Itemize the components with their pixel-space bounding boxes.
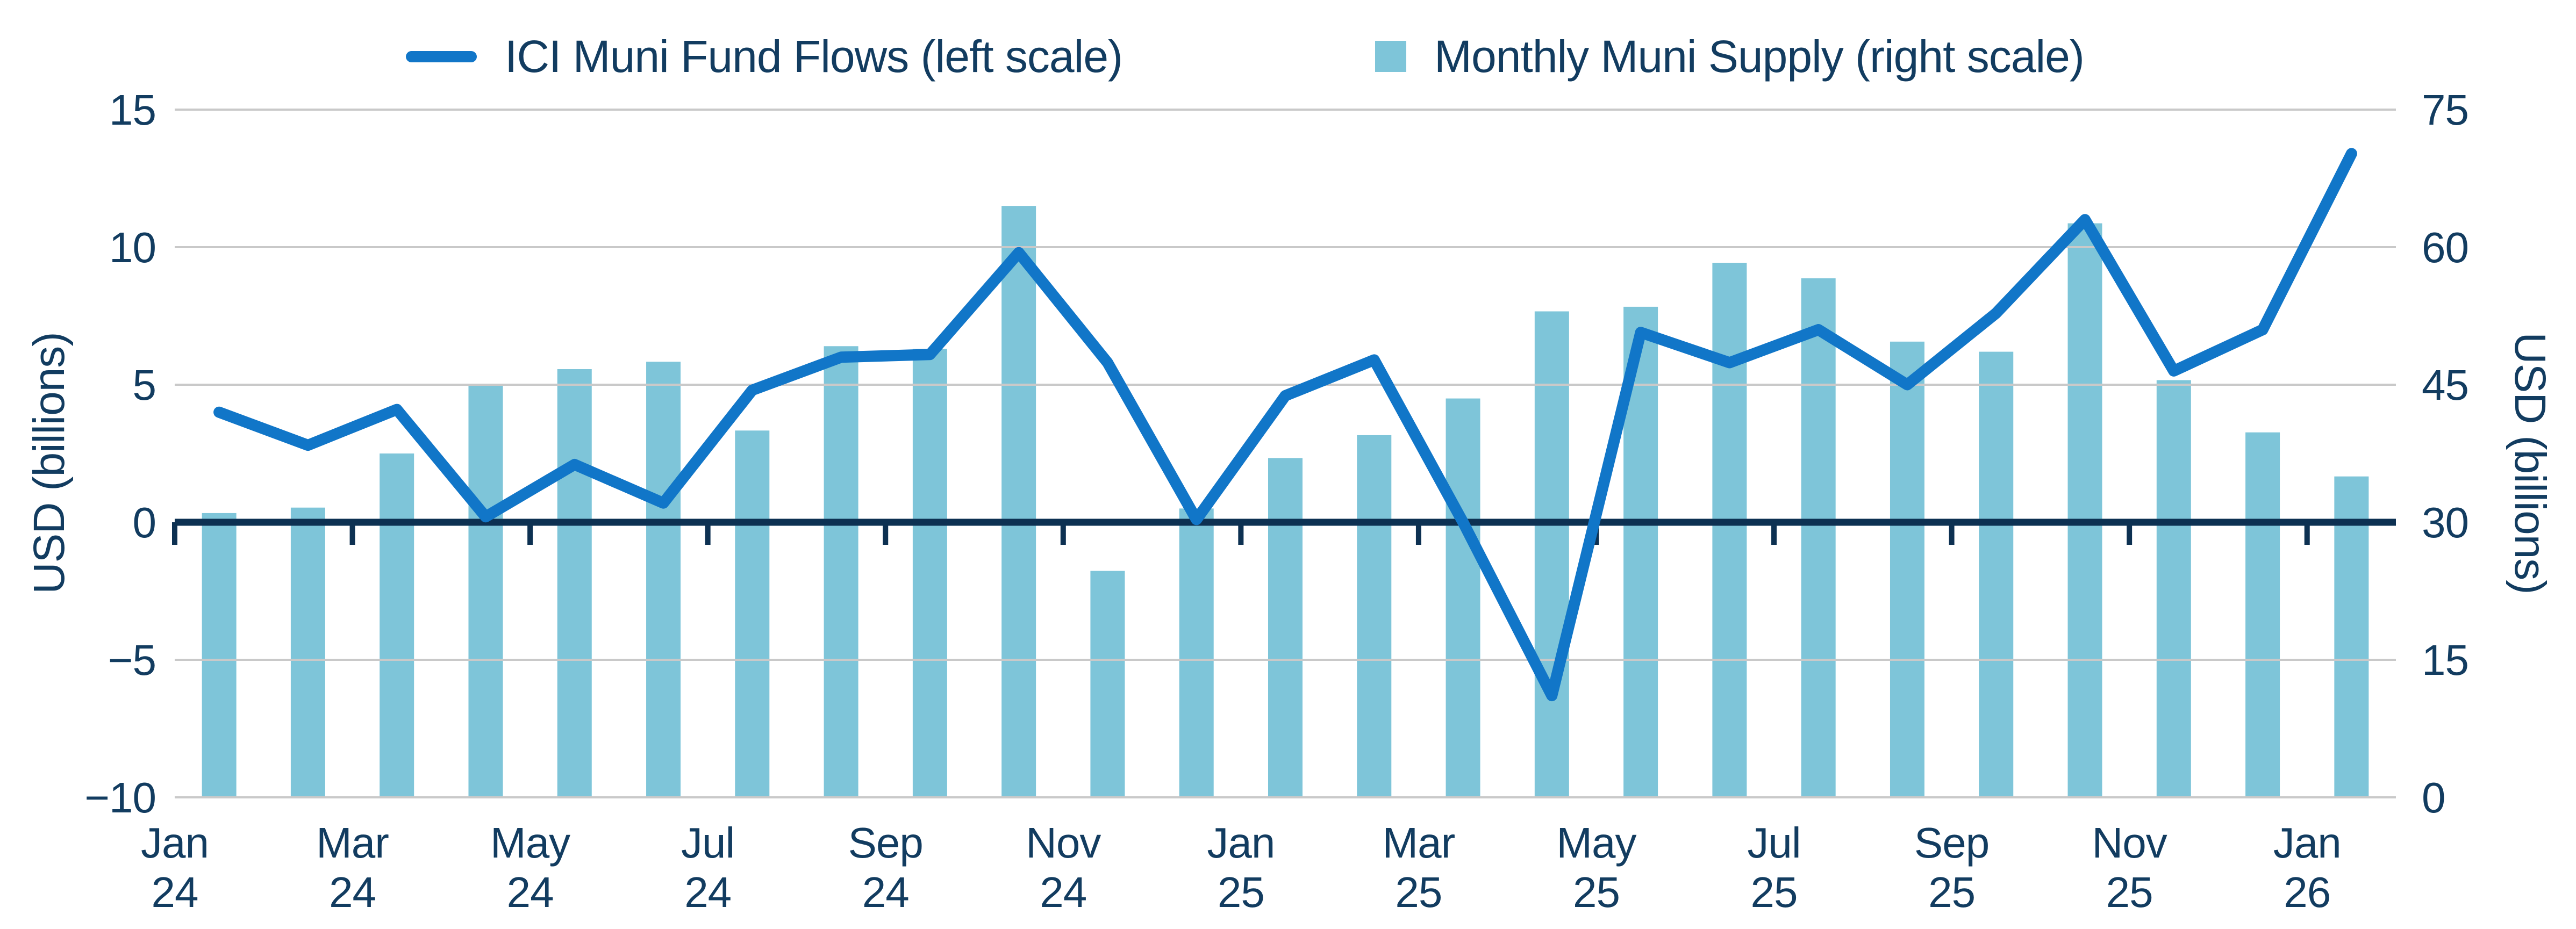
bar-jun-24	[646, 362, 681, 797]
bar-may-24	[557, 369, 592, 797]
bar-feb-25	[1357, 435, 1392, 797]
bar-jul-25	[1801, 278, 1836, 797]
x-tick-label: Jul 24	[681, 819, 734, 916]
y-right-tick-label: 60	[2422, 224, 2468, 271]
bar-apr-24	[468, 385, 503, 797]
line-series-swatch-icon	[406, 51, 477, 62]
x-tick-label: Jan 25	[1207, 819, 1275, 916]
y-left-tick-label: −10	[84, 774, 156, 822]
bar-oct-24	[1001, 206, 1036, 798]
bar-nov-24	[1090, 571, 1125, 797]
legend-item-fund-flows: ICI Muni Fund Flows (left scale)	[406, 27, 1123, 86]
x-tick-label: Jan 24	[141, 819, 209, 916]
x-tick-label: Sep 25	[1914, 819, 1989, 916]
y-left-tick-label: 0	[133, 499, 156, 546]
bar-mar-25	[1446, 398, 1480, 797]
y-right-tick-label: 30	[2422, 499, 2468, 546]
y-left-tick-label: 5	[133, 361, 156, 409]
legend-label-fund-flows: ICI Muni Fund Flows (left scale)	[505, 31, 1123, 82]
y-right-tick-label: 15	[2422, 636, 2468, 684]
bar-nov-25	[2156, 380, 2191, 797]
y-left-tick-label: 10	[109, 224, 156, 271]
x-tick-label: May 24	[490, 819, 570, 916]
bar-aug-25	[1890, 341, 1924, 797]
x-tick-label: May 25	[1556, 819, 1636, 916]
bar-dec-25	[2245, 432, 2280, 797]
bar-feb-24	[290, 507, 325, 797]
bar-sep-25	[1979, 351, 2014, 797]
x-tick-label: Nov 25	[2092, 819, 2167, 916]
bar-apr-25	[1534, 311, 1569, 797]
fund-flows-line	[213, 148, 2357, 702]
bar-aug-24	[824, 346, 858, 797]
x-tick-label: Mar 25	[1383, 819, 1455, 916]
y-right-tick-label: 0	[2422, 774, 2445, 822]
legend: ICI Muni Fund Flows (left scale) Monthly…	[0, 0, 2576, 97]
bar-jan-26	[2334, 476, 2369, 797]
bar-jan-25	[1268, 458, 1303, 797]
x-tick-label: Jul 25	[1747, 819, 1800, 916]
bar-sep-24	[912, 349, 947, 797]
y-right-tick-label: 45	[2422, 361, 2468, 409]
x-tick-label: Sep 24	[848, 819, 923, 916]
legend-label-muni-supply: Monthly Muni Supply (right scale)	[1434, 31, 2085, 82]
legend-item-muni-supply: Monthly Muni Supply (right scale)	[1375, 27, 2085, 86]
y-left-tick-label: 15	[109, 86, 156, 134]
bar-oct-25	[2067, 223, 2102, 798]
bar-jun-25	[1712, 263, 1747, 797]
x-tick-label: Mar 24	[316, 819, 389, 916]
bar-series-swatch-icon	[1375, 41, 1406, 72]
y-left-tick-label: −5	[108, 636, 156, 684]
x-tick-label: Nov 24	[1026, 819, 1101, 916]
x-tick-label: Jan 26	[2273, 819, 2341, 916]
bar-dec-24	[1179, 508, 1214, 797]
bar-mar-24	[380, 453, 414, 797]
bar-jan-24	[202, 513, 237, 797]
bar-jul-24	[735, 430, 770, 797]
y-right-tick-label: 75	[2422, 86, 2468, 134]
